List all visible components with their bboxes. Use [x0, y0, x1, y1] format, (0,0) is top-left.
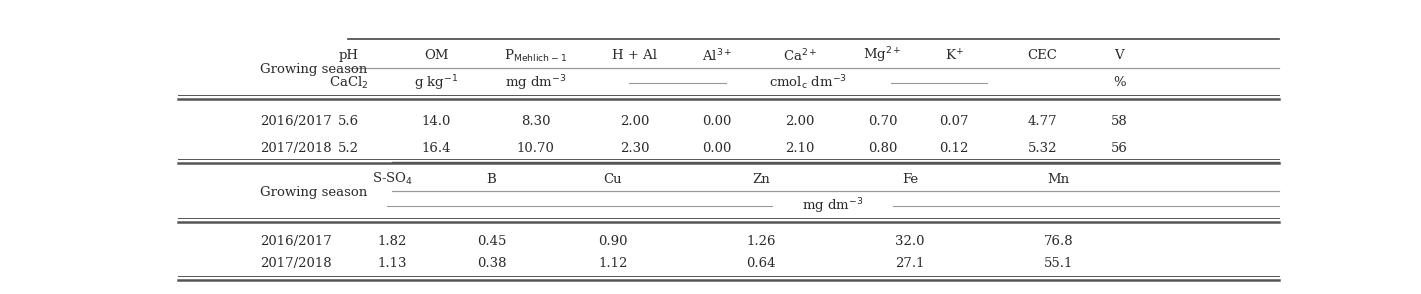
Text: 5.6: 5.6: [338, 115, 360, 128]
Text: 0.12: 0.12: [939, 142, 969, 155]
Text: 2.10: 2.10: [786, 142, 814, 155]
Text: 0.00: 0.00: [702, 115, 732, 128]
Text: CaCl$_{2}$: CaCl$_{2}$: [328, 75, 368, 91]
Text: Growing season: Growing season: [260, 63, 368, 76]
Text: cmol$_{\mathrm{c}}$ dm$^{-3}$: cmol$_{\mathrm{c}}$ dm$^{-3}$: [769, 74, 847, 92]
Text: 1.12: 1.12: [598, 258, 627, 270]
Text: 2017/2018: 2017/2018: [260, 142, 333, 155]
Text: 2017/2018: 2017/2018: [260, 258, 333, 270]
Text: 8.30: 8.30: [520, 115, 550, 128]
Text: 0.90: 0.90: [598, 235, 628, 248]
Text: B: B: [486, 173, 496, 186]
Text: 14.0: 14.0: [422, 115, 450, 128]
Text: 2016/2017: 2016/2017: [260, 115, 333, 128]
Text: Growing season: Growing season: [260, 186, 368, 199]
Text: 76.8: 76.8: [1044, 235, 1073, 248]
Text: 1.13: 1.13: [378, 258, 408, 270]
Text: 16.4: 16.4: [422, 142, 452, 155]
Text: 1.82: 1.82: [378, 235, 406, 248]
Text: 10.70: 10.70: [517, 142, 554, 155]
Text: 0.70: 0.70: [868, 115, 897, 128]
Text: V: V: [1114, 49, 1124, 62]
Text: mg dm$^{-3}$: mg dm$^{-3}$: [803, 196, 864, 216]
Text: 2016/2017: 2016/2017: [260, 235, 333, 248]
Text: CEC: CEC: [1027, 49, 1057, 62]
Text: 5.32: 5.32: [1027, 142, 1057, 155]
Text: 56: 56: [1111, 142, 1128, 155]
Text: 58: 58: [1111, 115, 1128, 128]
Text: mg dm$^{-3}$: mg dm$^{-3}$: [504, 73, 566, 93]
Text: 2.00: 2.00: [620, 115, 649, 128]
Text: %: %: [1113, 76, 1125, 89]
Text: Cu: Cu: [604, 173, 622, 186]
Text: 5.2: 5.2: [338, 142, 360, 155]
Text: Al$^{3+}$: Al$^{3+}$: [702, 47, 732, 64]
Text: 2.30: 2.30: [620, 142, 649, 155]
Text: 1.26: 1.26: [746, 235, 776, 248]
Text: g kg$^{-1}$: g kg$^{-1}$: [415, 73, 459, 93]
Text: Fe: Fe: [902, 173, 918, 186]
Text: 2.00: 2.00: [786, 115, 814, 128]
Text: 0.80: 0.80: [868, 142, 897, 155]
Text: K$^{+}$: K$^{+}$: [945, 48, 963, 63]
Text: 0.45: 0.45: [477, 235, 506, 248]
Text: 4.77: 4.77: [1027, 115, 1057, 128]
Text: pH: pH: [338, 49, 358, 62]
Text: 0.38: 0.38: [476, 258, 506, 270]
Text: 0.07: 0.07: [939, 115, 969, 128]
Text: H + Al: H + Al: [612, 49, 657, 62]
Text: 0.64: 0.64: [746, 258, 776, 270]
Text: Mg$^{2+}$: Mg$^{2+}$: [863, 46, 902, 66]
Text: Ca$^{2+}$: Ca$^{2+}$: [783, 47, 817, 64]
Text: P$_{\mathrm{Mehlich-1}}$: P$_{\mathrm{Mehlich-1}}$: [504, 48, 567, 64]
Text: S-SO$_{4}$: S-SO$_{4}$: [372, 171, 414, 187]
Text: Zn: Zn: [753, 173, 770, 186]
Text: 32.0: 32.0: [895, 235, 925, 248]
Text: 55.1: 55.1: [1044, 258, 1073, 270]
Text: OM: OM: [425, 49, 449, 62]
Text: 0.00: 0.00: [702, 142, 732, 155]
Text: 27.1: 27.1: [895, 258, 925, 270]
Text: Mn: Mn: [1047, 173, 1070, 186]
